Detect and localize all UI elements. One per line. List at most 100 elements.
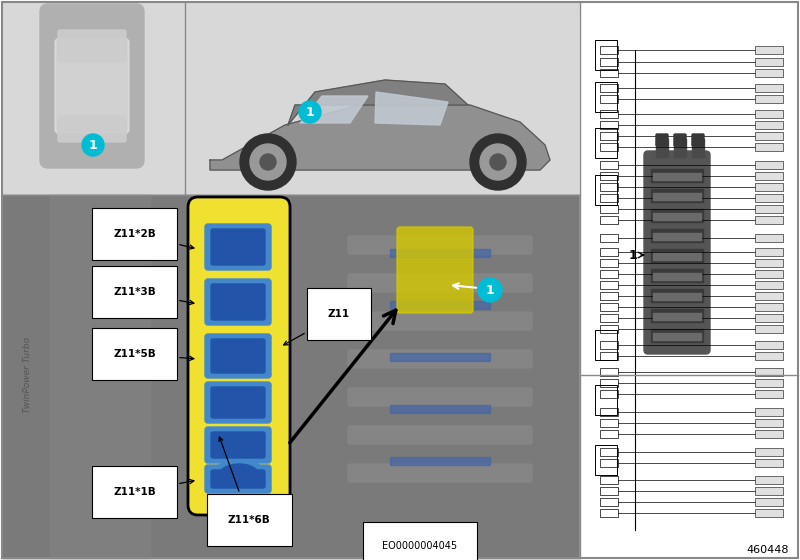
Bar bbox=[653, 193, 701, 200]
FancyBboxPatch shape bbox=[205, 334, 271, 378]
Bar bbox=[580, 15, 798, 558]
Bar bbox=[595, 330, 617, 360]
Bar bbox=[755, 132, 783, 140]
Bar bbox=[600, 270, 618, 278]
Bar bbox=[600, 292, 618, 300]
Bar bbox=[595, 128, 617, 158]
Bar bbox=[600, 58, 618, 66]
Polygon shape bbox=[210, 105, 550, 170]
Bar bbox=[651, 289, 703, 302]
FancyBboxPatch shape bbox=[656, 134, 668, 146]
Circle shape bbox=[478, 278, 502, 302]
Circle shape bbox=[260, 154, 276, 170]
Bar bbox=[600, 216, 618, 224]
Bar bbox=[755, 69, 783, 77]
FancyBboxPatch shape bbox=[58, 30, 126, 62]
Bar bbox=[755, 248, 783, 256]
Bar bbox=[755, 368, 783, 376]
FancyBboxPatch shape bbox=[348, 274, 532, 292]
FancyBboxPatch shape bbox=[211, 229, 265, 265]
FancyBboxPatch shape bbox=[674, 134, 686, 146]
Bar bbox=[185, 2, 580, 195]
Bar bbox=[600, 194, 618, 202]
FancyBboxPatch shape bbox=[205, 224, 271, 270]
Bar bbox=[600, 183, 618, 191]
Bar bbox=[600, 509, 618, 517]
FancyBboxPatch shape bbox=[211, 387, 265, 418]
Bar bbox=[2, 195, 580, 558]
Bar bbox=[595, 82, 617, 112]
Bar bbox=[755, 303, 783, 311]
Text: Z11*6B: Z11*6B bbox=[219, 437, 270, 525]
Bar bbox=[653, 333, 701, 340]
Bar bbox=[600, 248, 618, 256]
Text: 1: 1 bbox=[486, 283, 494, 296]
Bar bbox=[651, 249, 703, 262]
Circle shape bbox=[480, 144, 516, 180]
FancyBboxPatch shape bbox=[348, 350, 532, 368]
Bar bbox=[600, 368, 618, 376]
Bar bbox=[600, 143, 618, 151]
Bar bbox=[390, 405, 490, 413]
Bar bbox=[692, 139, 704, 157]
Bar bbox=[651, 229, 703, 242]
Bar bbox=[600, 303, 618, 311]
Polygon shape bbox=[375, 92, 448, 125]
Bar bbox=[600, 121, 618, 129]
FancyBboxPatch shape bbox=[205, 279, 271, 325]
Bar bbox=[755, 448, 783, 456]
Bar bbox=[755, 509, 783, 517]
FancyBboxPatch shape bbox=[55, 39, 129, 133]
FancyBboxPatch shape bbox=[348, 312, 532, 330]
Bar bbox=[755, 419, 783, 427]
Bar bbox=[600, 132, 618, 140]
FancyBboxPatch shape bbox=[211, 339, 265, 373]
Bar bbox=[390, 457, 490, 465]
Bar bbox=[755, 430, 783, 438]
Bar bbox=[755, 476, 783, 484]
Text: Z11*5B: Z11*5B bbox=[113, 349, 194, 361]
Bar bbox=[600, 419, 618, 427]
Bar bbox=[755, 379, 783, 387]
Bar bbox=[653, 253, 701, 260]
Circle shape bbox=[82, 134, 104, 156]
Bar bbox=[653, 293, 701, 300]
Bar bbox=[653, 213, 701, 220]
Bar bbox=[600, 234, 618, 242]
Bar bbox=[656, 139, 668, 157]
Text: 1: 1 bbox=[628, 249, 637, 262]
Bar bbox=[600, 110, 618, 118]
Bar bbox=[755, 292, 783, 300]
Bar bbox=[755, 161, 783, 169]
Bar bbox=[674, 139, 686, 157]
Bar bbox=[755, 172, 783, 180]
Text: Z11*3B: Z11*3B bbox=[113, 287, 194, 305]
Bar bbox=[755, 270, 783, 278]
Bar bbox=[600, 69, 618, 77]
Bar bbox=[651, 169, 703, 182]
Text: Z11*2B: Z11*2B bbox=[113, 229, 194, 249]
Bar bbox=[755, 341, 783, 349]
Bar bbox=[390, 353, 490, 361]
Bar bbox=[651, 309, 703, 322]
FancyBboxPatch shape bbox=[692, 134, 704, 146]
Bar bbox=[600, 281, 618, 289]
Bar bbox=[390, 301, 490, 309]
Bar bbox=[2, 2, 185, 195]
Bar bbox=[651, 189, 703, 202]
Bar bbox=[755, 281, 783, 289]
Bar bbox=[580, 2, 798, 375]
Bar bbox=[595, 40, 617, 70]
Bar bbox=[653, 173, 701, 180]
Bar bbox=[600, 379, 618, 387]
FancyBboxPatch shape bbox=[348, 426, 532, 444]
FancyBboxPatch shape bbox=[211, 284, 265, 320]
Circle shape bbox=[250, 144, 286, 180]
Text: TwinPower Turbo: TwinPower Turbo bbox=[23, 337, 33, 413]
Bar bbox=[600, 430, 618, 438]
Bar bbox=[2, 195, 580, 558]
FancyBboxPatch shape bbox=[211, 432, 265, 458]
Circle shape bbox=[240, 134, 296, 190]
Bar bbox=[600, 352, 618, 360]
Bar bbox=[50, 195, 150, 558]
